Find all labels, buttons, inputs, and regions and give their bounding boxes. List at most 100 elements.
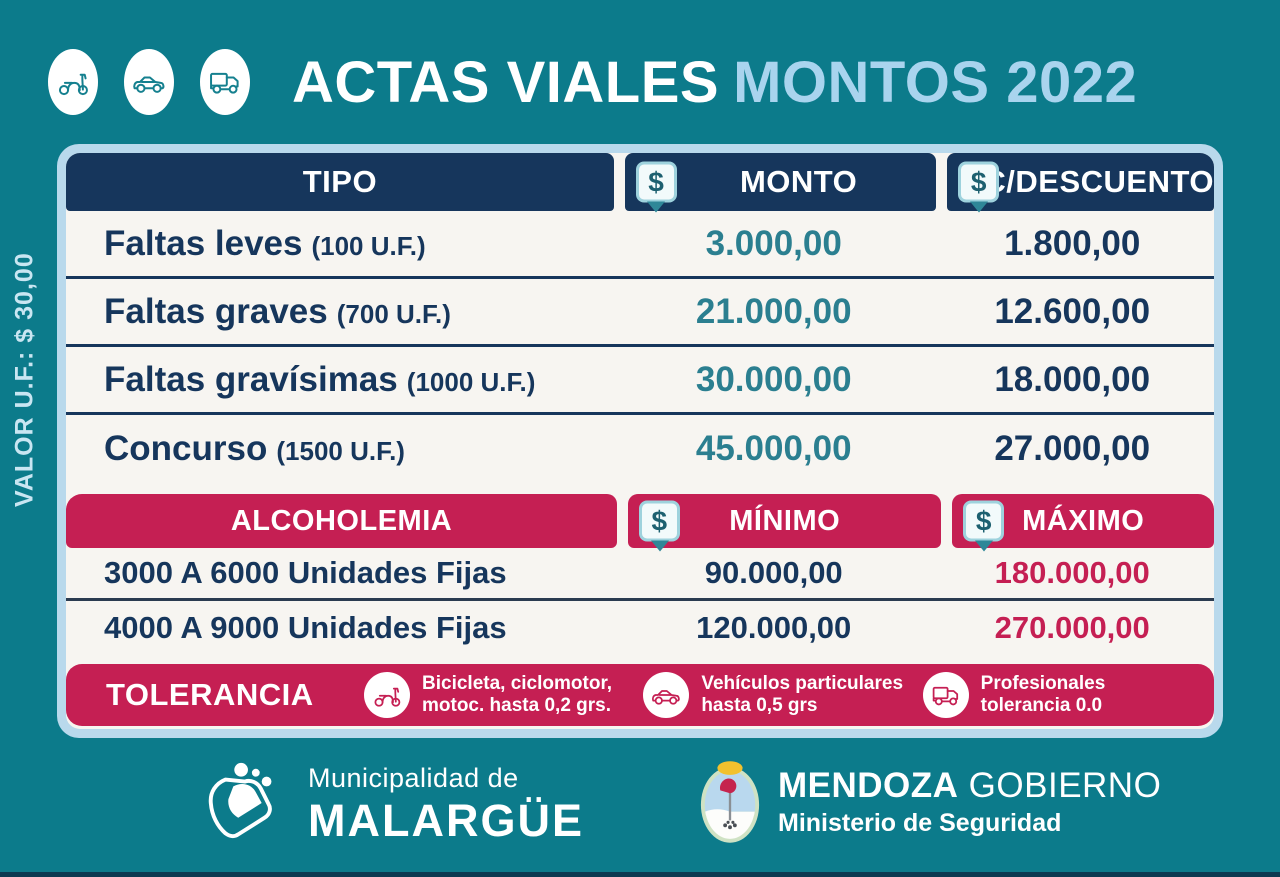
tolerance-line1: Bicicleta, ciclomotor,	[422, 673, 613, 695]
fine-descuento: 18.000,00	[994, 359, 1151, 399]
tolerance-line1: Profesionales	[980, 673, 1106, 695]
scooter-badge	[48, 49, 98, 115]
alcohol-range: 4000 A 9000 Unidades Fijas	[104, 609, 507, 645]
alcohol-minimo: 90.000,00	[704, 555, 843, 590]
title-main: ACTAS VIALES	[292, 49, 720, 115]
truck-badge	[200, 49, 250, 115]
mendoza-line1: MENDOZA GOBIERNO	[778, 766, 1161, 806]
title-accent: MONTOS 2022	[733, 49, 1138, 115]
tolerance-line2: hasta 0,5 grs	[701, 695, 818, 716]
scooter-icon	[58, 73, 88, 96]
car-badge	[643, 672, 690, 718]
column-header-maximo: $ MÁXIMO	[952, 494, 1214, 548]
uf-value-note: VALOR U.F.: $ 30,00	[10, 252, 39, 508]
dollar-symbol: $	[648, 166, 665, 197]
fine-monto: 21.000,00	[695, 291, 852, 331]
table-row: 3000 A 6000 Unidades Fijas 90.000,00 180…	[66, 548, 1214, 601]
tolerance-line1: Vehículos particulares	[701, 673, 904, 695]
alcohol-minimo: 120.000,00	[696, 609, 852, 645]
mendoza-logo-group: MENDOZA GOBIERNO Ministerio de Seguridad	[698, 758, 1161, 846]
mendoza-entity: GOBIERNO	[968, 766, 1162, 805]
maximo-header-label: MÁXIMO	[1022, 504, 1145, 537]
malargue-line1: Municipalidad de	[308, 763, 519, 793]
malargue-line2: MALARGÜE	[308, 795, 584, 846]
column-header-minimo: $ MÍNIMO	[628, 494, 942, 548]
tolerance-text: Bicicleta, ciclomotor, motoc. hasta 0,2 …	[422, 673, 612, 717]
fine-type: Faltas gravísimas	[104, 359, 398, 399]
table-row: Faltas graves (700 U.F.) 21.000,00 12.60…	[66, 279, 1214, 347]
fine-type: Concurso	[104, 429, 268, 468]
dollar-symbol: $	[970, 166, 987, 197]
tolerance-line2: tolerancia 0.0	[980, 695, 1103, 716]
column-header-tipo: TIPO	[66, 153, 614, 211]
scooter-icon	[374, 687, 401, 707]
scooter-badge	[364, 672, 410, 718]
dollar-pin-icon: $	[642, 503, 678, 539]
fine-monto: 30.000,00	[695, 359, 852, 399]
fine-monto: 3.000,00	[705, 223, 842, 263]
page-header: ACTAS VIALES MONTOS 2022	[48, 42, 1137, 122]
malargue-hand-icon	[208, 762, 272, 839]
malargue-text: Municipalidad de MALARGÜE	[308, 763, 584, 847]
fine-type: Faltas leves	[104, 223, 303, 263]
mendoza-ministry: Ministerio de Seguridad	[778, 809, 1062, 837]
fines-card: TIPO $ MONTO $ C/DESCUENTO Faltas leves …	[57, 144, 1223, 738]
fine-monto: 45.000,00	[695, 429, 852, 468]
monto-header-label: MONTO	[739, 164, 858, 199]
fine-uf: (700 U.F.)	[336, 298, 451, 329]
dollar-pin-icon: $	[638, 164, 674, 200]
car-icon	[133, 76, 165, 93]
car-icon	[652, 690, 681, 705]
fine-type-cell: Faltas leves (100 U.F.)	[66, 224, 617, 264]
fine-uf: (1500 U.F.)	[276, 436, 405, 466]
alcohol-range: 3000 A 6000 Unidades Fijas	[104, 555, 507, 590]
truck-icon	[210, 72, 239, 94]
page-title: ACTAS VIALES MONTOS 2022	[292, 49, 1137, 116]
minimo-header-label: MÍNIMO	[729, 504, 841, 537]
table-row: Faltas gravísimas (1000 U.F.) 30.000,00 …	[66, 347, 1214, 415]
fine-descuento: 1.800,00	[1004, 223, 1141, 263]
tolerance-line2: motoc. hasta 0,2 grs.	[422, 695, 612, 716]
mendoza-shield-icon	[700, 761, 760, 843]
tipo-header-label: TIPO	[302, 164, 378, 199]
column-header-alcoholemia: ALCOHOLEMIA	[66, 494, 618, 548]
mendoza-name: MENDOZA	[778, 766, 959, 805]
column-header-descuento: $ C/DESCUENTO	[947, 153, 1214, 211]
table-row: Faltas leves (100 U.F.) 3.000,00 1.800,0…	[66, 211, 1214, 279]
truck-badge	[922, 672, 969, 718]
bottom-edge-strip	[0, 872, 1280, 877]
fine-type: Faltas graves	[104, 291, 328, 331]
column-header-monto: $ MONTO	[624, 153, 937, 211]
tolerance-text: Profesionales tolerancia 0.0	[981, 673, 1106, 717]
mendoza-text: MENDOZA GOBIERNO Ministerio de Seguridad	[778, 766, 1161, 838]
table-row: 4000 A 9000 Unidades Fijas 120.000,00 27…	[66, 601, 1214, 654]
alcohol-maximo: 270.000,00	[994, 609, 1150, 645]
alcohol-maximo: 180.000,00	[994, 555, 1150, 590]
tolerance-label: TOLERANCIA	[106, 677, 314, 712]
tolerance-band: TOLERANCIA Bicicleta, ciclomotor, motoc.…	[66, 664, 1214, 726]
fine-descuento: 12.600,00	[994, 291, 1151, 331]
tolerance-item: Bicicleta, ciclomotor, motoc. hasta 0,2 …	[364, 672, 637, 718]
fine-type-cell: Concurso (1500 U.F.)	[66, 429, 617, 469]
fines-card-inner: TIPO $ MONTO $ C/DESCUENTO Faltas leves …	[66, 153, 1214, 729]
fine-uf: (1000 U.F.)	[406, 366, 536, 397]
fine-type-cell: Faltas gravísimas (1000 U.F.)	[66, 360, 617, 400]
car-badge	[124, 49, 174, 115]
tolerance-item: Vehículos particulares hasta 0,5 grs	[643, 672, 916, 718]
alcohol-header-row: ALCOHOLEMIA $ MÍNIMO $ MÁXIMO	[66, 494, 1214, 548]
dollar-symbol: $	[975, 505, 992, 536]
truck-icon	[932, 686, 958, 706]
malargue-logo-group: Municipalidad de MALARGÜE	[198, 760, 584, 850]
fine-type-cell: Faltas graves (700 U.F.)	[66, 292, 617, 332]
dollar-pin-icon: $	[961, 164, 997, 200]
tolerance-item: Profesionales tolerancia 0.0	[922, 672, 1196, 718]
fines-header-row: TIPO $ MONTO $ C/DESCUENTO	[66, 153, 1214, 211]
table-row: Concurso (1500 U.F.) 45.000,00 27.000,00	[66, 415, 1214, 483]
dollar-symbol: $	[651, 505, 668, 536]
descuento-header-label: C/DESCUENTO	[983, 164, 1214, 199]
fine-descuento: 27.000,00	[994, 429, 1151, 468]
dollar-pin-icon: $	[966, 503, 1002, 539]
alcoholemia-header-label: ALCOHOLEMIA	[230, 504, 453, 537]
fine-uf: (100 U.F.)	[311, 230, 426, 261]
tolerance-text: Vehículos particulares hasta 0,5 grs	[701, 673, 903, 717]
